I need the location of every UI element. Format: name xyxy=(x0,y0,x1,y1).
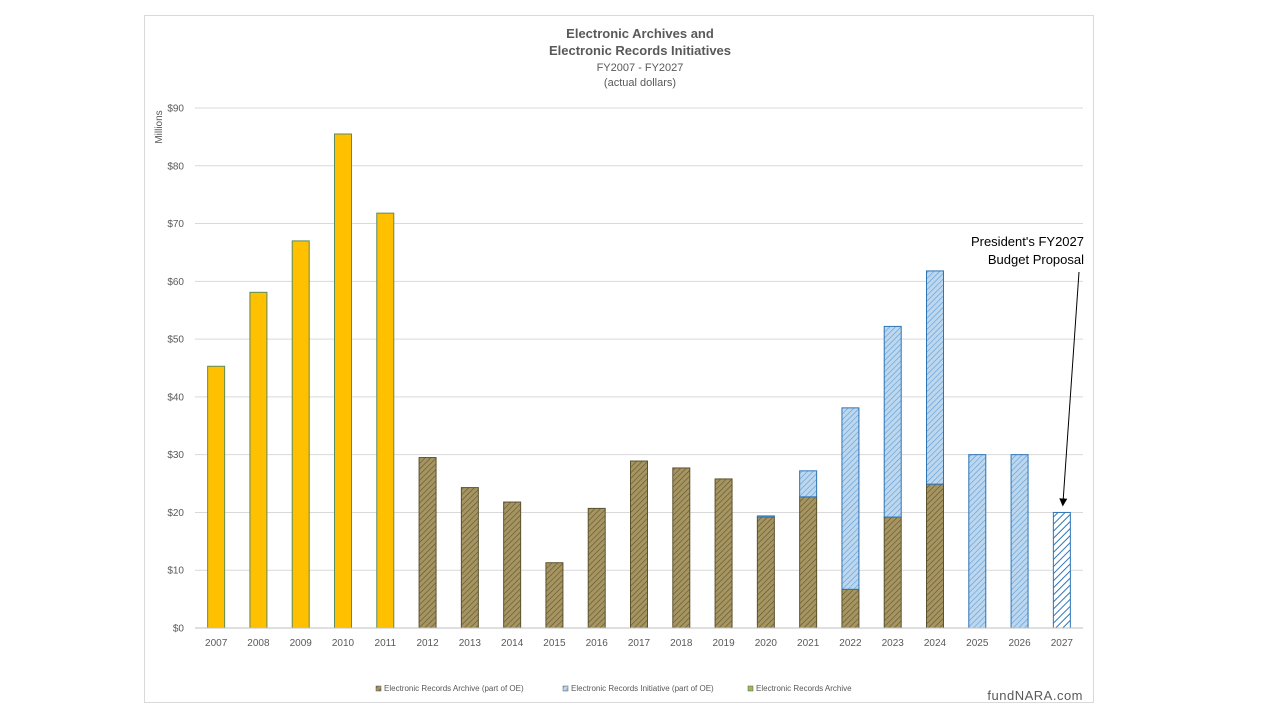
x-tick-label: 2007 xyxy=(205,638,228,649)
x-tick-label: 2014 xyxy=(501,638,524,649)
bar-electronic-records-archive-part-of-oe--2020 xyxy=(756,516,775,629)
bar-electronic-records-initiative-part-of-oe--2024 xyxy=(926,270,944,485)
y-tick-label: $90 xyxy=(167,104,184,115)
bar-electronic-records-initiative-part-of-oe--2027 xyxy=(1052,511,1071,629)
legend-entry: Electronic Records Archive (part of OE) xyxy=(384,684,524,693)
bar-electronic-records-archive-2011 xyxy=(376,212,395,629)
y-tick-label: $30 xyxy=(167,450,184,461)
y-tick-label: $40 xyxy=(167,392,184,403)
budget-proposal-annotation: President's FY2027 Budget Proposal xyxy=(970,234,1084,267)
x-tick-label: 2019 xyxy=(712,638,735,649)
x-tick-label: 2027 xyxy=(1051,638,1074,649)
y-tick-label: $80 xyxy=(167,161,184,172)
bar-electronic-records-archive-part-of-oe--2016 xyxy=(587,507,606,629)
y-tick-label: $10 xyxy=(167,566,184,577)
bar-electronic-records-archive-part-of-oe--2013 xyxy=(460,487,479,629)
y-tick-label: $60 xyxy=(167,277,184,288)
x-tick-label: 2021 xyxy=(797,638,820,649)
bar-electronic-records-archive-part-of-oe--2018 xyxy=(672,467,691,629)
x-tick-label: 2018 xyxy=(670,638,693,649)
bar-electronic-records-archive-2008 xyxy=(249,291,268,629)
bar-electronic-records-archive-2010 xyxy=(334,133,352,629)
bar-electronic-records-archive-2009 xyxy=(291,240,310,629)
x-tick-label: 2020 xyxy=(755,638,778,649)
chart-subtitle: FY2007 - FY2027 (actual dollars) xyxy=(596,62,684,89)
y-tick-label: $50 xyxy=(167,335,184,346)
x-tick-label: 2010 xyxy=(332,638,355,649)
bar-electronic-records-initiative-part-of-oe--2026 xyxy=(1010,454,1029,629)
legend-swatch xyxy=(375,685,382,692)
bar-electronic-records-archive-part-of-oe--2019 xyxy=(714,478,733,629)
legend-entry: Electronic Records Archive xyxy=(756,684,852,693)
bar-electronic-records-initiative-part-of-oe--2022 xyxy=(841,407,860,590)
bar-electronic-records-archive-part-of-oe--2023 xyxy=(883,516,902,629)
x-tick-label: 2009 xyxy=(290,638,313,649)
y-tick-label: $0 xyxy=(173,624,185,635)
bar-electronic-records-initiative-part-of-oe--2023 xyxy=(883,325,902,518)
bar-electronic-records-archive-part-of-oe--2024 xyxy=(926,483,944,629)
bar-electronic-records-archive-part-of-oe--2015 xyxy=(545,562,564,629)
x-tick-label: 2022 xyxy=(839,638,862,649)
x-tick-label: 2024 xyxy=(924,638,947,649)
bar-electronic-records-archive-part-of-oe--2021 xyxy=(799,496,818,629)
x-tick-label: 2015 xyxy=(543,638,566,649)
bar-electronic-records-archive-part-of-oe--2022 xyxy=(841,588,860,629)
x-tick-label: 2011 xyxy=(375,638,397,649)
legend-swatch xyxy=(562,685,569,692)
x-tick-label: 2008 xyxy=(247,638,270,649)
x-tick-label: 2012 xyxy=(416,638,439,649)
legend-entry: Electronic Records Initiative (part of O… xyxy=(571,684,714,693)
y-tick-label: $70 xyxy=(167,219,184,230)
bar-electronic-records-archive-2007 xyxy=(207,365,226,629)
x-tick-label: 2013 xyxy=(459,638,482,649)
y-axis-label: Millions xyxy=(154,110,165,143)
bar-electronic-records-archive-part-of-oe--2017 xyxy=(630,460,648,629)
legend-swatch xyxy=(747,685,754,692)
chart-frame xyxy=(144,15,1094,703)
x-tick-label: 2025 xyxy=(966,638,989,649)
chart-title: Electronic Archives and Electronic Record… xyxy=(548,26,732,58)
y-tick-label: $20 xyxy=(167,508,184,519)
x-tick-label: 2017 xyxy=(628,638,651,649)
x-tick-label: 2023 xyxy=(882,638,905,649)
bar-electronic-records-archive-part-of-oe--2012 xyxy=(418,457,437,629)
bar-electronic-records-initiative-part-of-oe--2020 xyxy=(756,515,775,518)
x-tick-label: 2026 xyxy=(1008,638,1031,649)
bar-electronic-records-initiative-part-of-oe--2021 xyxy=(799,470,818,498)
annotation-arrow xyxy=(1059,271,1080,507)
watermark: fundNARA.com xyxy=(987,688,1083,703)
bar-electronic-records-initiative-part-of-oe--2025 xyxy=(968,454,987,629)
bar-electronic-records-archive-part-of-oe--2014 xyxy=(503,501,522,629)
x-tick-label: 2016 xyxy=(586,638,609,649)
